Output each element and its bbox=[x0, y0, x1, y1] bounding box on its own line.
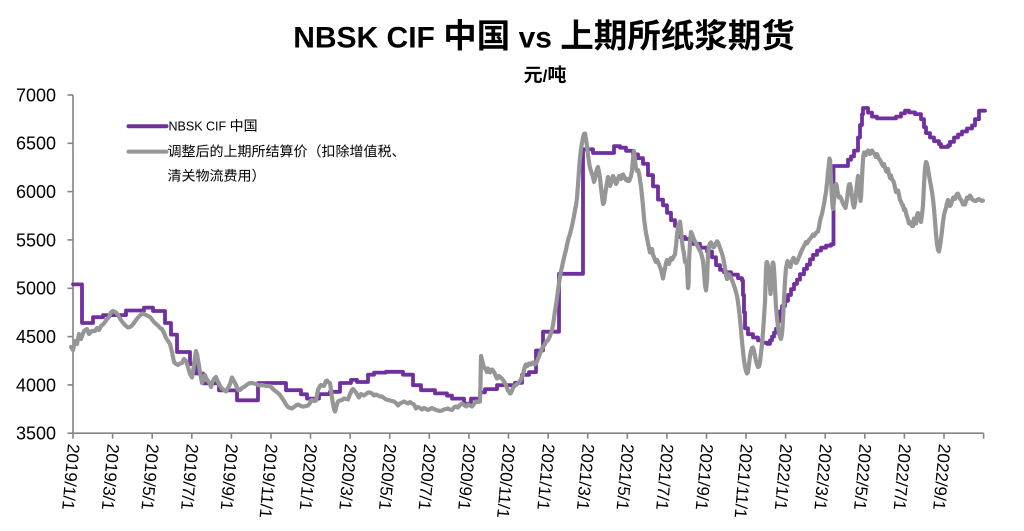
svg-text:5500: 5500 bbox=[16, 230, 56, 250]
svg-text:vs: vs bbox=[519, 22, 552, 55]
svg-text:4500: 4500 bbox=[16, 327, 56, 347]
svg-text:6500: 6500 bbox=[16, 134, 56, 154]
svg-text:NBSK CIF: NBSK CIF bbox=[169, 120, 227, 134]
svg-text:/: / bbox=[543, 67, 548, 86]
svg-text:4000: 4000 bbox=[16, 375, 56, 395]
svg-text:5000: 5000 bbox=[16, 279, 56, 299]
svg-text:3500: 3500 bbox=[16, 424, 56, 444]
svg-text:7000: 7000 bbox=[16, 85, 56, 105]
svg-text:6000: 6000 bbox=[16, 182, 56, 202]
svg-text:NBSK CIF: NBSK CIF bbox=[293, 22, 435, 55]
